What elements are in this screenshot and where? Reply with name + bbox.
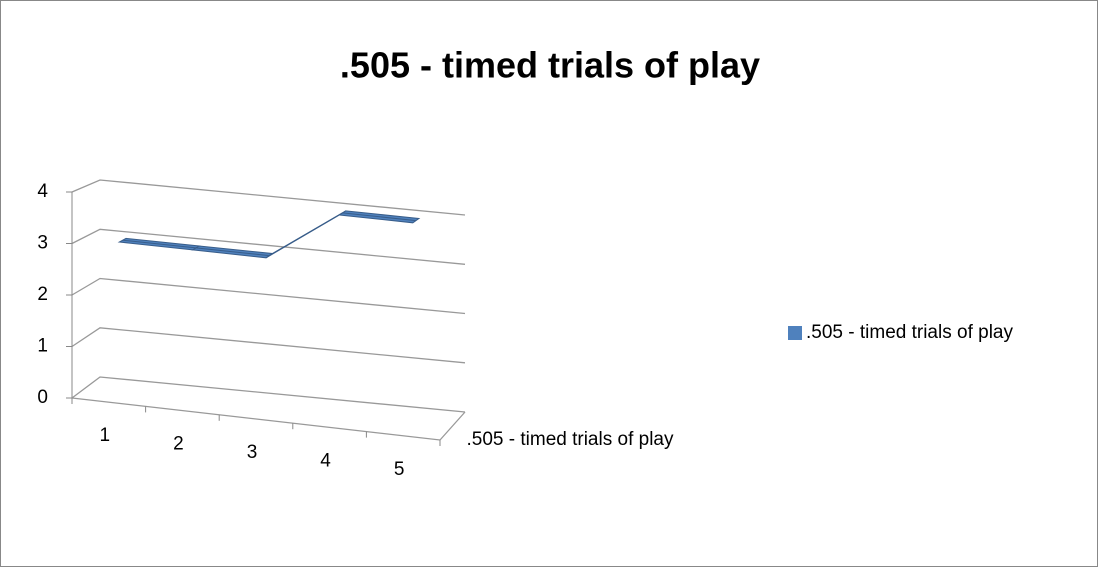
x-tick-label: 5 (394, 459, 405, 480)
grid-line (71, 228, 466, 265)
x-tick-label: 3 (247, 442, 258, 463)
chart-title: .505 - timed trials of play (340, 45, 760, 86)
line (122, 212, 416, 257)
legend-label: .505 - timed trials of play (806, 322, 1013, 343)
x-tick-label: 1 (100, 425, 111, 446)
grid-line (71, 277, 466, 315)
legend-swatch (788, 326, 802, 340)
y-tick-label: 2 (37, 284, 48, 305)
grid-line (71, 179, 466, 216)
y-tick-label: 1 (37, 336, 48, 357)
grid-line (71, 327, 466, 364)
depth-label: .505 - timed trials of play (467, 429, 674, 450)
x-tick-label: 2 (173, 434, 184, 455)
x-tick-label: 4 (320, 450, 331, 471)
y-tick-label: 4 (37, 181, 48, 202)
y-tick-label: 3 (37, 233, 48, 254)
y-tick-label: 0 (37, 387, 48, 408)
grid-line (71, 376, 466, 413)
